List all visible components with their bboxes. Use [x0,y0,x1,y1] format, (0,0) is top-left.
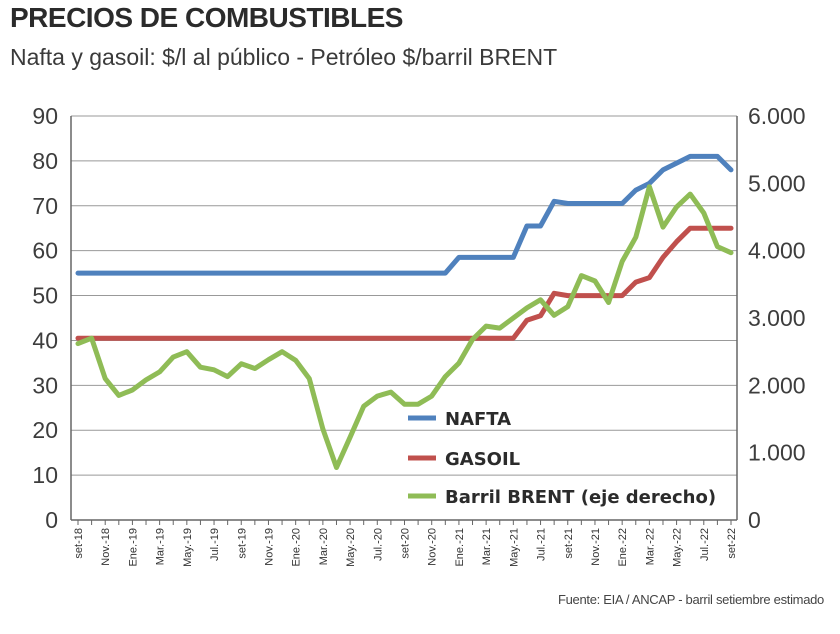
x-tick-label: set-20 [400,528,412,559]
x-tick-label: set-19 [236,528,248,559]
y-right-tick-label: 5.000 [748,170,806,196]
x-tick-label: Mar.-22 [644,528,656,565]
y-right-tick-label: 0 [748,507,761,533]
nafta-line [75,153,734,276]
y-left-tick-label: 30 [32,372,58,398]
x-tick-label: Jul.-19 [209,528,221,561]
x-tick-label: Nov.-20 [427,528,439,566]
y-right-tick-label: 2.000 [748,372,806,398]
x-tick-label: Nov.-21 [590,528,602,566]
x-tick-label: May.-21 [508,528,520,567]
x-tick-label: Ene.-22 [617,528,629,567]
x-tick-label: set-21 [563,528,575,559]
x-tick-label: Jul.-21 [536,528,548,561]
x-tick-label: Ene.-19 [127,528,139,567]
brent-line [75,184,734,470]
y-right-tick-label: 4.000 [748,238,806,264]
gasoil-line [75,225,734,341]
x-tick-label: Nov.-19 [263,528,275,566]
y-left-tick-label: 80 [32,148,58,174]
x-tick-label: Ene.-21 [454,528,466,567]
x-tick-label: May.-20 [345,528,357,567]
y-left-tick-label: 50 [32,283,58,309]
x-tick-label: Mar.-21 [481,528,493,565]
legend-gasoil-label: GASOIL [445,449,520,470]
source-note: Fuente: EIA / ANCAP - barril setiembre e… [557,592,824,607]
x-tick-label: May.-22 [672,528,684,567]
legend-nafta-label: NAFTA [445,409,511,430]
x-tick-label: Nov.-18 [100,528,112,566]
x-tick-label: Ene.-20 [291,528,303,567]
y-left-tick-label: 90 [32,103,58,129]
chart-subtitle: Nafta y gasoil: $/l al público - Petróle… [10,44,558,70]
y-left-tick-label: 60 [32,238,58,264]
y-left-tick-label: 0 [45,507,58,533]
x-tick-label: set-18 [73,528,85,559]
x-tick-label: May.-19 [182,528,194,567]
x-tick-label: Mar.-19 [155,528,167,565]
x-tick-label: Jul.-22 [699,528,711,561]
y-left-tick-label: 10 [32,462,58,488]
y-left-tick-label: 20 [32,417,58,443]
y-left-tick-label: 40 [32,327,58,353]
legend-brent-label: Barril BRENT (eje derecho) [445,487,716,508]
y-right-tick-label: 1.000 [748,440,806,466]
y-left-tick-label: 70 [32,193,58,219]
x-tick-label: Mar.-20 [318,528,330,565]
chart-title: PRECIOS DE COMBUSTIBLES [10,2,403,33]
y-right-tick-label: 3.000 [748,305,806,331]
x-tick-label: Jul.-20 [372,528,384,561]
y-right-tick-label: 6.000 [748,103,806,129]
x-tick-label: set-22 [726,528,738,559]
